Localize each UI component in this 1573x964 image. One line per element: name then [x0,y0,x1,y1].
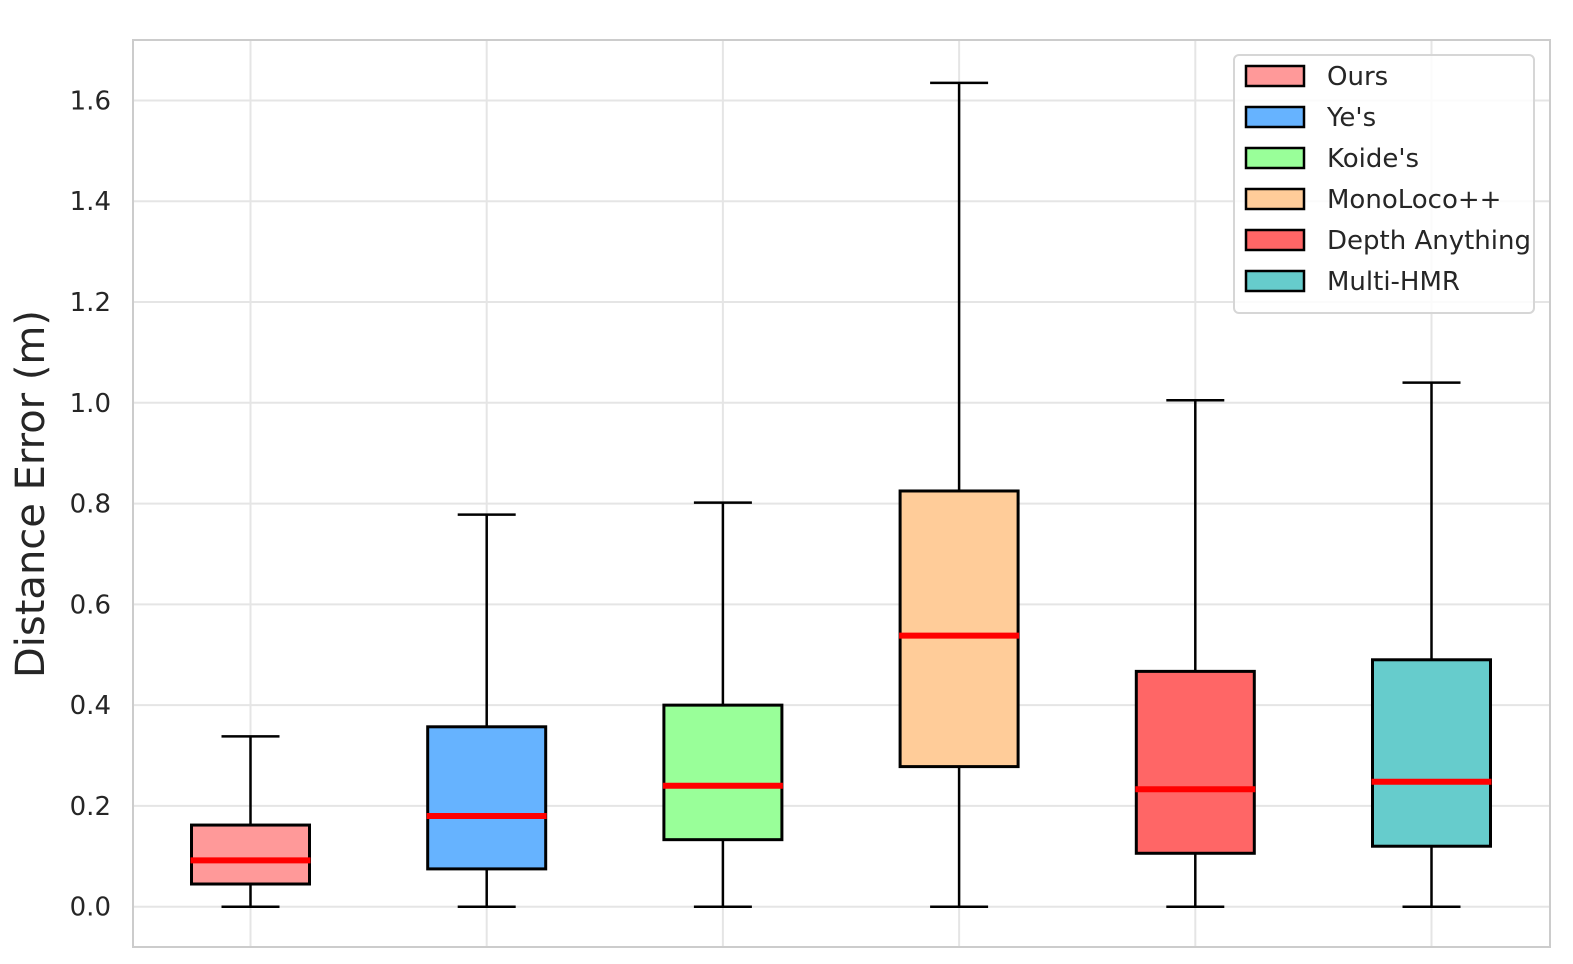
y-tick-label: 0.2 [70,792,111,822]
iqr-box [426,725,548,871]
legend-label: Koide's [1327,144,1419,174]
y-tick-label: 1.6 [70,86,111,116]
legend-item: Multi-HMR [1244,267,1460,297]
box-4 [898,81,1020,908]
legend-swatch [1244,228,1306,252]
legend-label: MonoLoco++ [1327,185,1501,215]
legend: Ours Ye's Koide's MonoLoco++ Depth Anything M… [1233,54,1535,314]
iqr-box [662,703,784,842]
legend-item: Depth Anything [1244,226,1531,256]
legend-label: Multi-HMR [1327,267,1460,297]
legend-item: Ye's [1244,103,1376,133]
iqr-box [1134,669,1256,855]
y-tick-label: 1.2 [70,288,111,318]
iqr-box [898,489,1020,769]
box-2 [426,513,548,908]
legend-swatch [1244,146,1306,170]
plot-area-frame [132,39,1551,948]
box-1 [190,735,311,908]
box-3 [662,501,784,908]
legend-swatch [1244,187,1306,211]
box-6 [1371,381,1492,908]
legend-swatch [1244,64,1306,88]
legend-item: Ours [1244,62,1388,92]
y-tick-label: 0.0 [70,893,111,923]
y-axis-label: Distance Error (m) [8,310,54,678]
y-tick-label: 0.6 [70,590,111,620]
y-tick-label: 1.4 [70,187,111,217]
box-5 [1134,399,1256,908]
legend-label: Ye's [1326,103,1376,133]
legend-item: Koide's [1244,144,1419,174]
legend-swatch [1244,269,1306,293]
y-tick-label: 0.4 [70,691,111,721]
legend-label: Depth Anything [1327,226,1531,256]
legend-label: Ours [1327,62,1388,92]
iqr-box [1371,658,1492,848]
box-series [190,81,1492,908]
y-tick-label: 1.0 [70,389,111,419]
legend-frame [1233,54,1535,314]
legend-item: MonoLoco++ [1244,185,1501,215]
legend-swatch [1244,105,1306,129]
y-axis-ticks: 0.0 0.2 0.4 0.6 0.8 1.0 1.2 1.4 1.6 [70,86,111,922]
y-tick-label: 0.8 [70,490,111,520]
iqr-box [190,823,311,886]
